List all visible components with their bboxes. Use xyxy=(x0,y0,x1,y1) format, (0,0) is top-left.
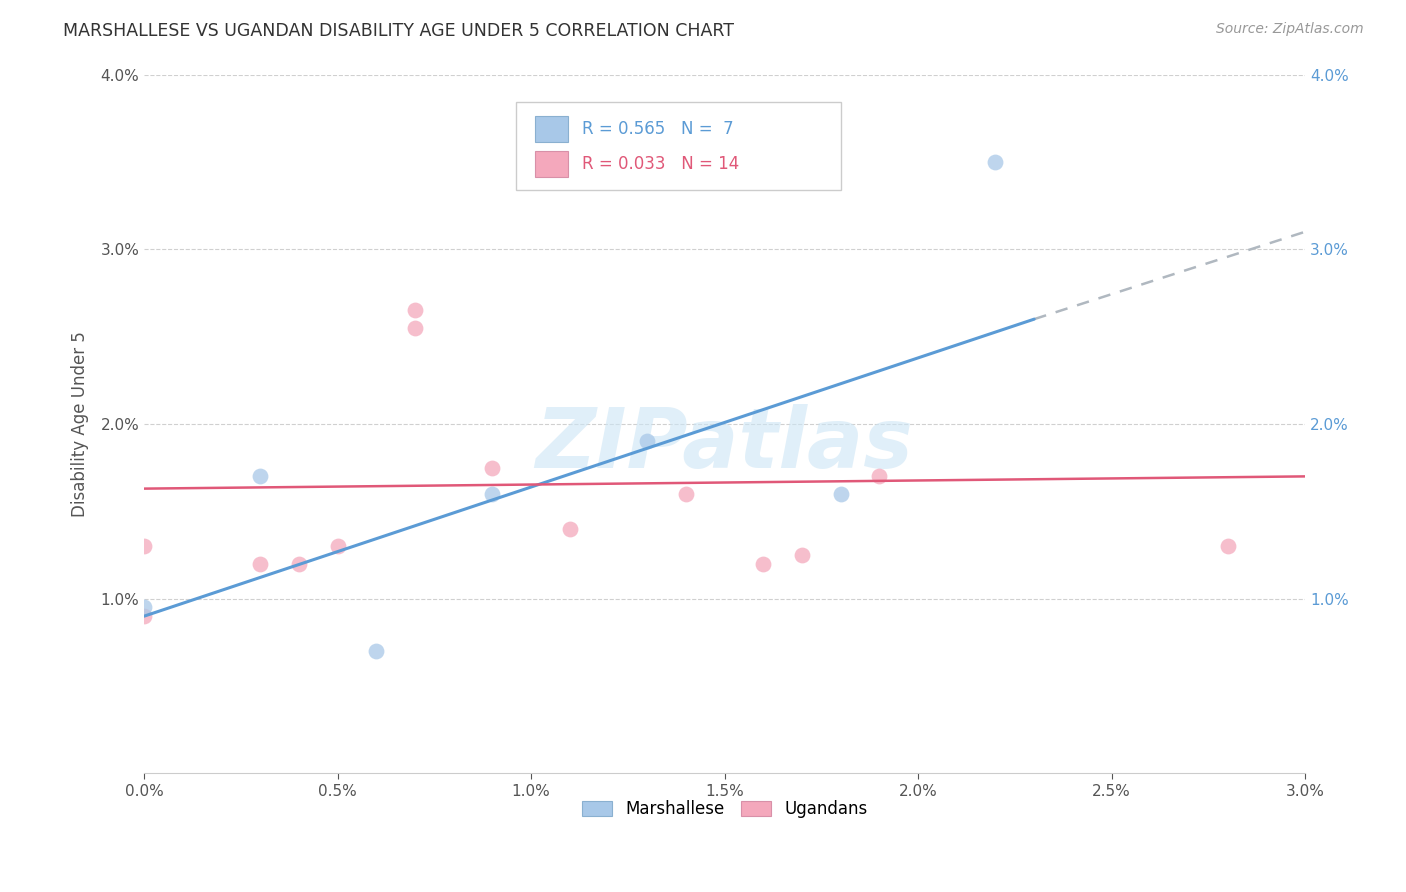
Point xyxy=(558,522,581,536)
Point xyxy=(1216,539,1239,553)
FancyBboxPatch shape xyxy=(516,103,841,190)
Point xyxy=(326,539,349,553)
Point xyxy=(868,469,890,483)
Point xyxy=(132,539,155,553)
Point xyxy=(984,154,1007,169)
FancyBboxPatch shape xyxy=(536,151,568,178)
Point xyxy=(404,303,426,318)
Text: ZIPatlas: ZIPatlas xyxy=(536,404,914,485)
Point xyxy=(675,487,697,501)
Legend: Marshallese, Ugandans: Marshallese, Ugandans xyxy=(575,793,875,824)
Text: R = 0.033   N = 14: R = 0.033 N = 14 xyxy=(582,155,740,173)
Point xyxy=(132,609,155,624)
Point xyxy=(830,487,852,501)
Point xyxy=(636,434,658,449)
Point xyxy=(752,557,775,571)
Point xyxy=(132,600,155,615)
Point xyxy=(249,557,271,571)
Point xyxy=(404,321,426,335)
Text: Source: ZipAtlas.com: Source: ZipAtlas.com xyxy=(1216,22,1364,37)
FancyBboxPatch shape xyxy=(536,116,568,143)
Text: R = 0.565   N =  7: R = 0.565 N = 7 xyxy=(582,120,734,138)
Y-axis label: Disability Age Under 5: Disability Age Under 5 xyxy=(72,331,89,516)
Text: MARSHALLESE VS UGANDAN DISABILITY AGE UNDER 5 CORRELATION CHART: MARSHALLESE VS UGANDAN DISABILITY AGE UN… xyxy=(63,22,734,40)
Point xyxy=(249,469,271,483)
Point xyxy=(481,487,503,501)
Point xyxy=(366,644,388,658)
Point xyxy=(288,557,311,571)
Point xyxy=(790,548,813,562)
Point xyxy=(481,460,503,475)
